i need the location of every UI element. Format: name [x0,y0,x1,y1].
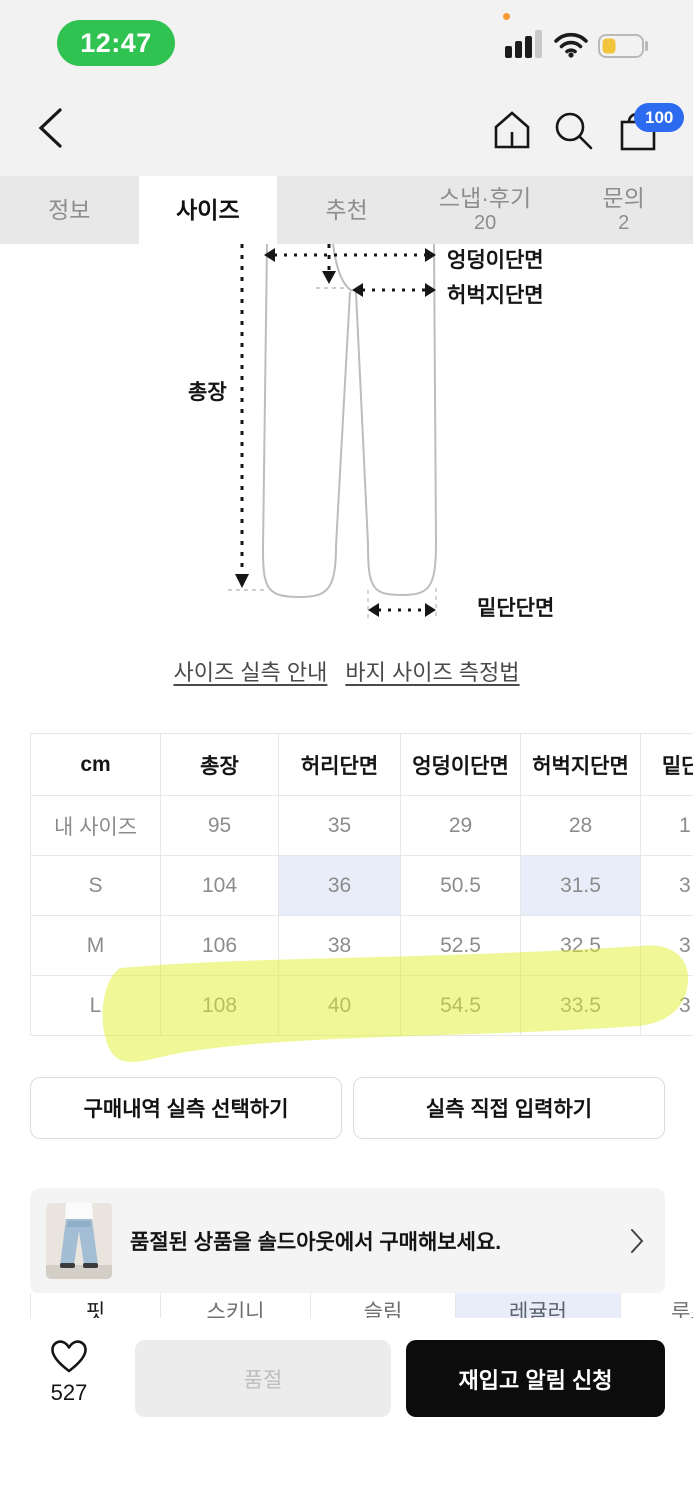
tab-inquiry[interactable]: 문의 2 [554,176,693,244]
tab-label: 정보 [48,196,91,223]
mic-indicator-dot [503,13,510,20]
cell: 3 [640,855,693,916]
wifi-icon [554,32,588,58]
table-row-my-size: 내 사이즈 95 35 29 28 1 [30,795,693,856]
tab-label: 스냅·후기 [438,184,532,211]
measure-guide-link[interactable]: 바지 사이즈 측정법 [345,660,520,685]
like-count: 527 [50,1380,88,1405]
row-label: S [30,855,161,916]
tab-label: 사이즈 [176,196,240,223]
size-table-header: cm 총장 허리단면 엉덩이단면 허벅지단면 밑단단면 [30,733,693,796]
restock-alert-button[interactable]: 재입고 알림 신청 [406,1340,665,1417]
soldout-button[interactable]: 품절 [135,1340,391,1417]
table-row-l: L 108 40 54.5 33.5 3 [30,975,693,1036]
col-header: cm [30,733,161,796]
cell-highlighted: 31.5 [520,855,641,916]
product-tabbar: 정보 사이즈 추천 스냅·후기 20 문의 2 [0,176,693,244]
cell: 28 [520,795,641,856]
time-pill[interactable]: 12:47 [57,20,175,66]
tab-info[interactable]: 정보 [0,176,139,244]
col-header: 총장 [160,733,279,796]
tab-label: 문의 [602,184,645,211]
tab-label: 추천 [325,196,368,223]
size-guide-link[interactable]: 사이즈 실측 안내 [173,660,328,685]
cell-highlighted: 36 [278,855,401,916]
cell: 3 [640,975,693,1036]
signal-strength-icon [505,30,542,58]
cell: 50.5 [400,855,521,916]
tab-count: 2 [618,212,630,235]
pants-measure-diagram [228,244,438,618]
bottom-action-bar: 527 품절 재입고 알림 신청 [0,1318,693,1500]
cell: 33.5 [520,975,641,1036]
cell: 1 [640,795,693,856]
cell: 108 [160,975,279,1036]
tab-count: 20 [473,212,497,235]
diagram-label-thigh: 허벅지단면 [447,284,544,307]
col-header: 허리단면 [278,733,401,796]
col-header: 엉덩이단면 [400,733,521,796]
status-time: 12:47 [80,27,152,58]
cart-count-badge: 100 [634,103,685,132]
like-button[interactable]: 527 [39,1338,99,1406]
diagram-label-length: 총장 [188,381,227,404]
diagram-label-hip: 엉덩이단면 [447,249,544,272]
cell: 35 [278,795,401,856]
back-icon[interactable] [34,106,68,150]
pick-measure-from-orders-button[interactable]: 구매내역 실측 선택하기 [30,1077,342,1139]
col-header: 허벅지단면 [520,733,641,796]
button-label: 실측 직접 입력하기 [425,1098,593,1121]
cell: 54.5 [400,975,521,1036]
row-label: 내 사이즈 [30,795,161,856]
cart-count: 100 [645,108,674,127]
search-icon[interactable] [551,108,595,152]
cell: 38 [278,915,401,976]
chevron-right-icon [631,1229,644,1253]
status-nav-area: 12:47 [0,0,693,176]
product-thumbnail [46,1203,112,1279]
button-label: 구매내역 실측 선택하기 [83,1098,289,1121]
col-header: 밑단단면 [640,733,693,796]
table-row-s: S 104 36 50.5 31.5 3 [30,855,693,916]
size-table: cm 총장 허리단면 엉덩이단면 허벅지단면 밑단단면 내 사이즈 95 35 … [30,733,693,1036]
soldout-banner-text: 품절된 상품을 솔드아웃에서 구매해보세요. [130,1231,502,1254]
cell: 104 [160,855,279,916]
cell: 40 [278,975,401,1036]
tab-size[interactable]: 사이즈 [138,176,278,244]
guide-links: 사이즈 실측 안내 바지 사이즈 측정법 [0,655,693,687]
table-row-m: M 106 38 52.5 32.5 3 [30,915,693,976]
cell: 3 [640,915,693,976]
cell: 95 [160,795,279,856]
row-label: L [30,975,161,1036]
enter-measure-manually-button[interactable]: 실측 직접 입력하기 [353,1077,665,1139]
row-label: M [30,915,161,976]
tab-recommend[interactable]: 추천 [277,176,416,244]
diagram-label-hem: 밑단단면 [477,597,555,620]
cell: 52.5 [400,915,521,976]
cell: 29 [400,795,521,856]
heart-icon [51,1340,87,1373]
soldout-banner[interactable]: 품절된 상품을 솔드아웃에서 구매해보세요. [30,1188,665,1294]
home-icon[interactable] [489,107,535,153]
tab-snap-reviews[interactable]: 스냅·후기 20 [416,176,555,244]
cell: 106 [160,915,279,976]
battery-icon [598,34,648,58]
cell: 32.5 [520,915,641,976]
